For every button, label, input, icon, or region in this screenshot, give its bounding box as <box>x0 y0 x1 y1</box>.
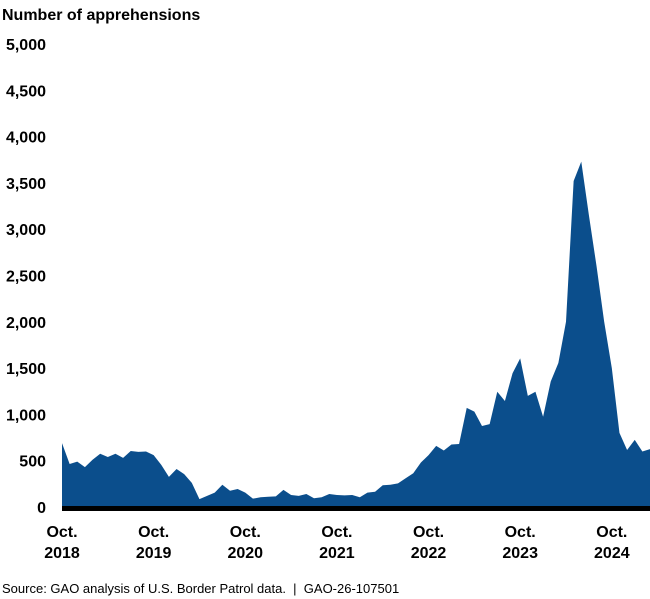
area-series <box>62 161 650 507</box>
x-tick-label: Oct. <box>138 524 169 541</box>
y-tick-label: 5,000 <box>6 37 46 54</box>
y-tick-label: 4,000 <box>6 130 46 147</box>
x-axis: Oct. 2018 Oct. 2019 Oct. 2020 Oct. 2021 Oct. 2022… <box>44 524 630 562</box>
x-tick-label: 2022 <box>411 545 447 562</box>
x-tick-label: Oct. <box>230 524 261 541</box>
x-tick-label: 2023 <box>502 545 538 562</box>
y-tick-label: 500 <box>19 454 46 471</box>
x-tick-label: 2024 <box>594 545 630 562</box>
y-tick-label: 1,500 <box>6 361 46 378</box>
y-tick-label: 0 <box>37 500 46 517</box>
x-tick-label: Oct. <box>596 524 627 541</box>
x-tick-label: 2021 <box>319 545 355 562</box>
x-tick-label: Oct. <box>46 524 77 541</box>
x-tick-label: Oct. <box>321 524 352 541</box>
x-tick-label: 2020 <box>227 545 263 562</box>
y-axis: 0 500 1,000 1,500 2,000 2,500 3,000 3,500 4,000 4… <box>6 37 46 517</box>
y-tick-label: 3,000 <box>6 222 46 239</box>
y-tick-label: 1,000 <box>6 407 46 424</box>
y-tick-label: 4,500 <box>6 83 46 100</box>
y-axis-title: Number of apprehensions <box>2 7 200 24</box>
x-axis-baseline <box>62 506 650 511</box>
y-tick-label: 2,500 <box>6 269 46 286</box>
x-tick-label: 2018 <box>44 545 80 562</box>
y-tick-label: 2,000 <box>6 315 46 332</box>
source-note: Source: GAO analysis of U.S. Border Patr… <box>2 581 399 596</box>
x-tick-label: Oct. <box>505 524 536 541</box>
y-tick-label: 3,500 <box>6 176 46 193</box>
x-tick-label: Oct. <box>413 524 444 541</box>
x-tick-label: 2019 <box>136 545 172 562</box>
